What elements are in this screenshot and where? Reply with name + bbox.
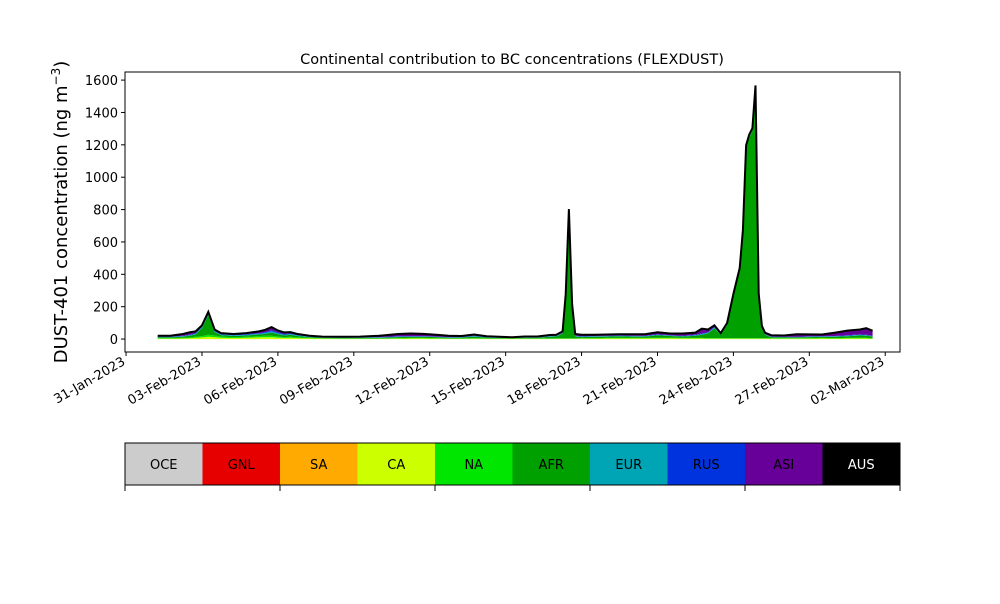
area-series-ca xyxy=(157,336,873,340)
y-tick-label: 200 xyxy=(93,301,118,316)
plot-frame xyxy=(124,71,901,353)
legend-label-rus: RUS xyxy=(693,458,720,473)
y-axis-label-main: DUST-401 concentration (ng m xyxy=(51,85,72,363)
y-tick-label: 1600 xyxy=(85,74,118,89)
legend-swatch-na xyxy=(435,443,513,485)
y-axis-label: DUST-401 concentration (ng m−3) xyxy=(49,61,72,364)
legend-label-ca: CA xyxy=(387,458,405,473)
y-axis: 0 200 400 600 800 1000 1200 1400 1600 xyxy=(85,74,125,348)
plot-area xyxy=(124,71,901,353)
stacked-areas xyxy=(157,85,873,340)
legend-swatch-rus xyxy=(667,443,745,485)
legend-swatch-gnl xyxy=(202,443,280,485)
legend-label-na: NA xyxy=(464,458,483,473)
legend-label-afr: AFR xyxy=(539,458,564,473)
y-tick-label: 400 xyxy=(93,268,118,283)
y-tick-label: 600 xyxy=(93,236,118,251)
legend-swatch-oce xyxy=(125,443,203,485)
y-tick-label: 0 xyxy=(110,333,118,348)
legend-colorbar: OCE GNL SA CA NA AFR EUR RUS ASI AUS xyxy=(124,442,901,491)
y-tick-label: 1400 xyxy=(85,106,118,121)
legend-swatch-aus xyxy=(822,443,900,485)
legend-label-gnl: GNL xyxy=(228,458,256,473)
legend-swatch-afr xyxy=(512,443,590,485)
y-tick-label: 800 xyxy=(93,204,118,219)
legend-label-asi: ASI xyxy=(773,458,794,473)
legend-label-sa: SA xyxy=(310,458,327,473)
y-axis-label-superscript: −3 xyxy=(49,68,63,86)
area-series-na xyxy=(157,334,873,339)
y-axis-label-tail: ) xyxy=(51,61,72,68)
legend-frame xyxy=(124,442,901,486)
total-envelope-line xyxy=(157,85,873,339)
legend-swatch-eur xyxy=(590,443,668,485)
legend-swatch-sa xyxy=(280,443,358,485)
y-tick-label: 1200 xyxy=(85,139,118,154)
legend-swatch-asi xyxy=(745,443,823,485)
legend-label-eur: EUR xyxy=(615,458,642,473)
y-tick-label: 1000 xyxy=(85,171,118,186)
legend-label-aus: AUS xyxy=(848,458,875,473)
legend-label-oce: OCE xyxy=(150,458,178,473)
chart-title: Continental contribution to BC concentra… xyxy=(300,52,724,68)
legend-swatch-ca xyxy=(357,443,435,485)
